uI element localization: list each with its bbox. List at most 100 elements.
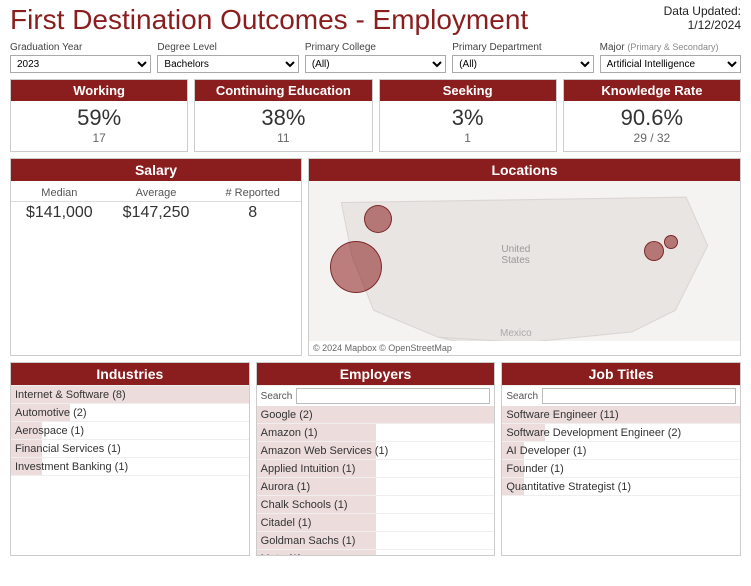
filter-select[interactable]: (All) [305,55,446,73]
filter-select[interactable]: (All) [452,55,593,73]
list-item[interactable]: Automotive (2) [11,404,249,422]
bar-label: Software Development Engineer (2) [506,427,681,439]
kpi-0: Working 59%17 [10,79,188,152]
filter-select[interactable]: 2023 [10,55,151,73]
search-input[interactable] [542,388,736,404]
search-row: Search [502,386,740,406]
list-item[interactable]: AI Developer (1) [502,442,740,460]
locations-header: Locations [309,159,740,181]
kpi-header: Continuing Education [195,80,371,101]
map-attribution: © 2024 Mapbox © OpenStreetMap [309,341,740,355]
filter-label: Graduation Year [10,42,151,53]
filter-label: Primary College [305,42,446,53]
map-label-mexico: Mexico [500,328,532,339]
list-item[interactable]: Meta (1) [257,550,495,555]
salary-median-label: Median [11,187,108,202]
search-label: Search [506,391,538,402]
kpi-row: Working 59%17 Continuing Education 38%11 See… [0,79,751,158]
kpi-sub: 29 / 32 [564,131,740,145]
filter-label: Major (Primary & Secondary) [600,42,741,53]
kpi-1: Continuing Education 38%11 [194,79,372,152]
kpi-sub: 17 [11,131,187,145]
date-updated-label: Data Updated: [664,4,741,18]
bar-label: Founder (1) [506,463,563,475]
filter-3: Primary Department (All) [452,42,593,73]
bar-label: Aurora (1) [261,481,311,493]
list-item[interactable]: Founder (1) [502,460,740,478]
list-item[interactable]: Internet & Software (8) [11,386,249,404]
date-updated: Data Updated: 1/12/2024 [664,4,741,32]
jobtitles-panel: Job Titles Search Software Engineer (11) S… [501,362,741,556]
list-item[interactable]: Google (2) [257,406,495,424]
salary-average-value: $147,250 [108,204,205,222]
bar-label: Amazon Web Services (1) [261,445,389,457]
list-item[interactable]: Investment Banking (1) [11,458,249,476]
industries-header: Industries [11,363,249,385]
filter-sublabel: (Primary & Secondary) [627,42,718,52]
employers-header: Employers [257,363,495,385]
bar-label: Citadel (1) [261,517,312,529]
search-input[interactable] [296,388,490,404]
filter-select[interactable]: Artificial Intelligence [600,55,741,73]
list-item[interactable]: Applied Intuition (1) [257,460,495,478]
bar-label: Financial Services (1) [15,443,121,455]
list-item[interactable]: Quantitative Strategist (1) [502,478,740,496]
filter-4: Major (Primary & Secondary) Artificial In… [600,42,741,73]
locations-panel: Locations United States Mexico © 2024 Ma… [308,158,741,356]
salary-panel: Salary Median $141,000 Average $147,250 … [10,158,302,356]
date-updated-value: 1/12/2024 [664,18,741,32]
kpi-header: Knowledge Rate [564,80,740,101]
search-row: Search [257,386,495,406]
bar-label: Aerospace (1) [15,425,84,437]
list-item[interactable]: Amazon Web Services (1) [257,442,495,460]
bar-label: Internet & Software (8) [15,389,126,401]
kpi-value: 3% [380,105,556,131]
salary-median-value: $141,000 [11,204,108,222]
kpi-sub: 1 [380,131,556,145]
kpi-header: Seeking [380,80,556,101]
list-item[interactable]: Software Development Engineer (2) [502,424,740,442]
list-item[interactable]: Chalk Schools (1) [257,496,495,514]
kpi-value: 59% [11,105,187,131]
salary-reported-value: 8 [204,204,301,222]
bar-label: Meta (1) [261,553,302,555]
map-area[interactable]: United States Mexico [309,181,740,341]
jobtitles-header: Job Titles [502,363,740,385]
filter-select[interactable]: Bachelors [157,55,298,73]
kpi-value: 90.6% [564,105,740,131]
list-item[interactable]: Software Engineer (11) [502,406,740,424]
list-item[interactable]: Financial Services (1) [11,440,249,458]
bar-label: Investment Banking (1) [15,461,128,473]
bar-label: Chalk Schools (1) [261,499,348,511]
bar-label: Quantitative Strategist (1) [506,481,631,493]
salary-header: Salary [11,159,301,181]
bar-label: Automotive (2) [15,407,87,419]
map-bubble-3[interactable] [664,235,678,249]
employers-panel: Employers Search Google (2) Amazon (1) Amaz… [256,362,496,556]
filter-label: Primary Department [452,42,593,53]
search-label: Search [261,391,293,402]
list-item[interactable]: Aurora (1) [257,478,495,496]
salary-average-label: Average [108,187,205,202]
bar-label: Goldman Sachs (1) [261,535,356,547]
filter-label: Degree Level [157,42,298,53]
kpi-3: Knowledge Rate 90.6%29 / 32 [563,79,741,152]
map-label-us: United States [501,244,530,266]
filter-1: Degree Level Bachelors [157,42,298,73]
kpi-value: 38% [195,105,371,131]
bar-label: AI Developer (1) [506,445,586,457]
list-item[interactable]: Aerospace (1) [11,422,249,440]
page-title: First Destination Outcomes - Employment [10,4,528,36]
salary-reported-label: # Reported [204,187,301,202]
bar-label: Software Engineer (11) [506,409,618,421]
bar-label: Applied Intuition (1) [261,463,356,475]
list-item[interactable]: Citadel (1) [257,514,495,532]
kpi-sub: 11 [195,131,371,145]
industries-panel: Industries Internet & Software (8) Automo… [10,362,250,556]
kpi-header: Working [11,80,187,101]
list-item[interactable]: Amazon (1) [257,424,495,442]
filter-0: Graduation Year 2023 [10,42,151,73]
list-item[interactable]: Goldman Sachs (1) [257,532,495,550]
bar-label: Google (2) [261,409,313,421]
filter-2: Primary College (All) [305,42,446,73]
